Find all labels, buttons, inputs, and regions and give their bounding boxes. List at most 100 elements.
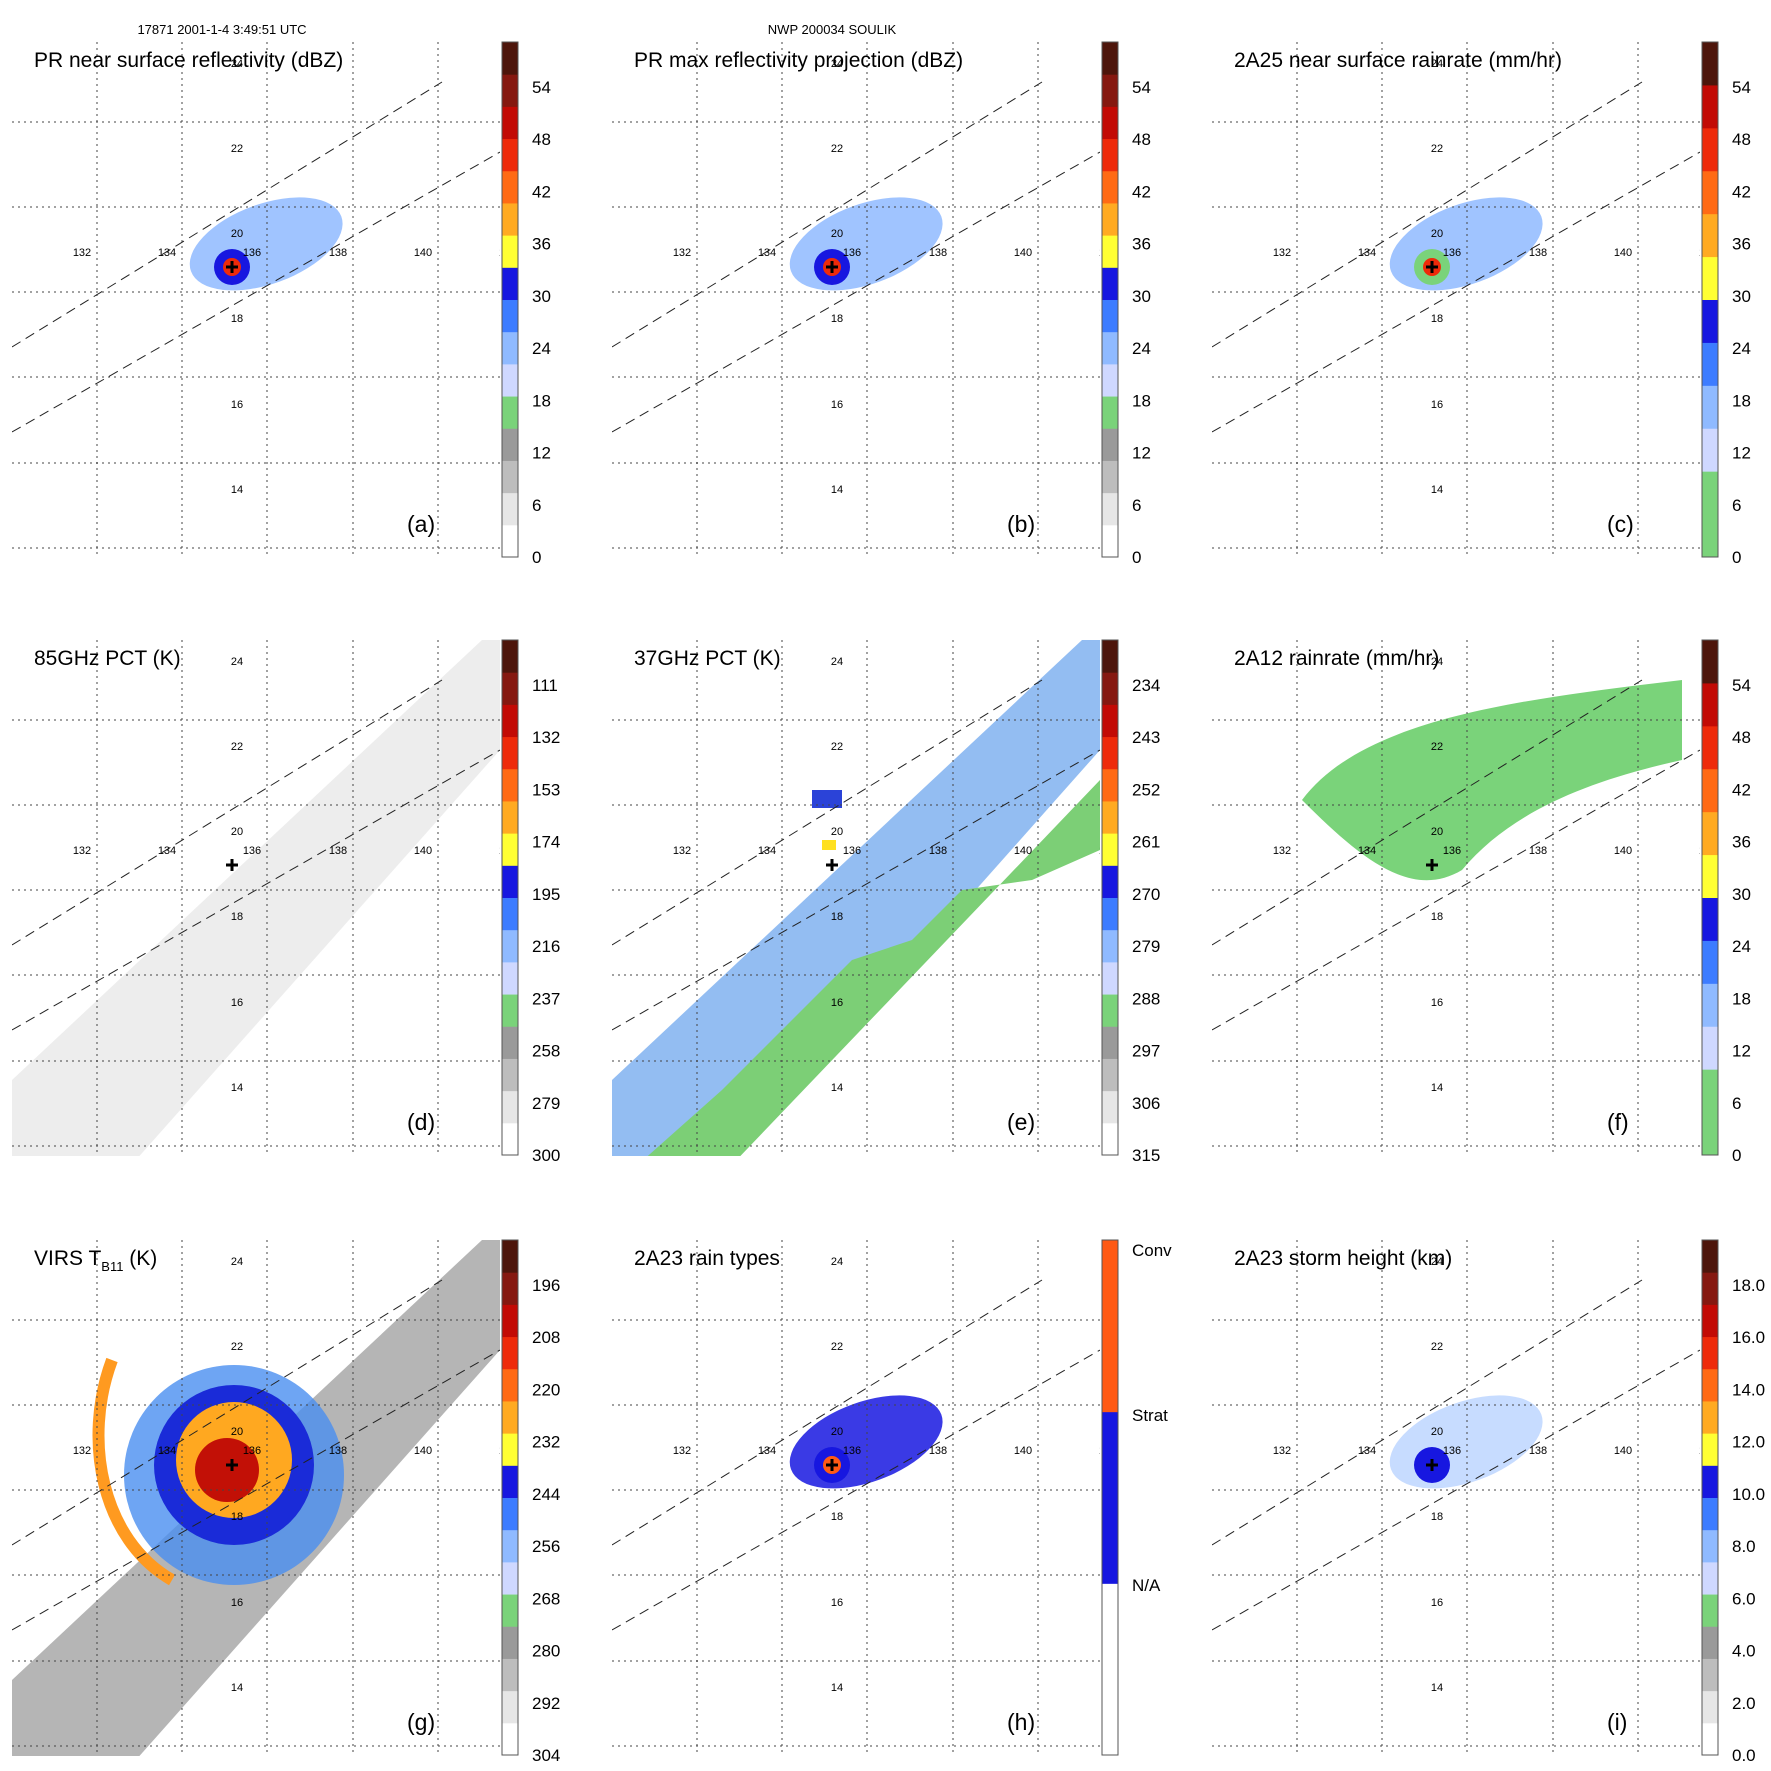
lat-label: 14 [831, 1682, 843, 1694]
colorbar-segment [1702, 725, 1718, 770]
colorbar-label: 111 [532, 676, 558, 695]
lat-label: 22 [231, 741, 243, 753]
colorbar-label: 216 [532, 937, 560, 956]
lat-label: 24 [231, 656, 243, 668]
colorbar-segment [1702, 1658, 1718, 1692]
colorbar-segment [1102, 299, 1118, 333]
colorbar-segment [1702, 1400, 1718, 1434]
lat-label: 18 [231, 911, 243, 923]
lon-label: 134 [758, 1445, 776, 1457]
storm-center-marker [226, 261, 238, 273]
swath-edge [612, 1279, 1043, 1546]
swath-edge [1212, 749, 1700, 1031]
lat-label: 24 [831, 58, 843, 70]
storm-center-marker [226, 1459, 238, 1471]
lon-label: 136 [843, 845, 861, 857]
colorbar-segment [502, 267, 518, 300]
colorbar-segment [1702, 1433, 1718, 1466]
colorbar-frame [1701, 1239, 1719, 1756]
colorbar-segment [502, 1690, 518, 1724]
colorbar-label: 232 [532, 1433, 560, 1452]
lon-label: 134 [1358, 1445, 1376, 1457]
lat-label: 22 [1431, 741, 1443, 753]
swath-edge [1212, 81, 1643, 348]
colorbar-label: 6 [1132, 496, 1141, 515]
lat-label: 18 [1431, 313, 1443, 325]
panel-h: 132 134 136 138 140 142 24 22 20 18 16 14 2A23 rain … [612, 1239, 1172, 1756]
lat-label: 16 [831, 1597, 843, 1609]
colorbar-segment [1102, 1090, 1118, 1124]
colorbar-label: 6 [532, 496, 541, 515]
lon-label: 136 [243, 247, 261, 259]
colorbar-label: 195 [532, 885, 560, 904]
lon-label: 136 [1443, 247, 1461, 259]
storm-center-marker [826, 859, 838, 871]
colorbar-label: 6 [1732, 1094, 1741, 1113]
lat-label: 22 [1431, 1341, 1443, 1353]
colorbar-label: 256 [532, 1537, 560, 1556]
lon-label: 132 [1273, 247, 1291, 259]
colorbar-label: 12 [1132, 444, 1151, 463]
colorbar-label: 220 [532, 1380, 560, 1399]
colorbar-segment [502, 1240, 518, 1273]
lat-label: 16 [1431, 399, 1443, 411]
swath-background [12, 640, 500, 1156]
storm-center-marker [826, 261, 838, 273]
colorbar-segment [1702, 854, 1718, 898]
colorbar-segment [502, 929, 518, 963]
colorbar-segment [1702, 1465, 1718, 1498]
rain-area [789, 197, 943, 291]
colorbar-segment [502, 897, 518, 931]
colorbar-segment [1102, 363, 1118, 397]
lon-label: 136 [243, 1445, 261, 1457]
colorbar-segment [1102, 138, 1118, 172]
colorbar-segment [502, 672, 518, 705]
storm-center-marker [1426, 261, 1438, 273]
colorbar-segment [1102, 897, 1118, 931]
lon-label: 132 [1273, 1445, 1291, 1457]
swath-edge [12, 679, 443, 946]
colorbar-segment [1102, 865, 1118, 898]
lon-label: 142 [499, 247, 517, 259]
colorbar-frame [501, 41, 519, 558]
swath-edge [612, 151, 1100, 433]
colorbar-segment [1702, 682, 1718, 727]
colorbar-label: 48 [1732, 130, 1751, 149]
colorbar-label: 6 [1732, 496, 1741, 515]
map-area: 132 134 136 138 140 142 24 22 20 18 16 14 [1212, 42, 1700, 558]
lat-label: 24 [831, 656, 843, 668]
colorbar-label: 36 [1732, 833, 1751, 852]
swath-edge [1212, 679, 1643, 946]
colorbar-frame [1701, 41, 1719, 558]
lat-label: 14 [831, 1082, 843, 1094]
lon-label: 134 [1358, 247, 1376, 259]
lon-label: 132 [73, 247, 91, 259]
rain-area [1389, 197, 1543, 291]
colorbar-label: 8.0 [1732, 1537, 1756, 1556]
colorbar-label: 36 [1132, 235, 1151, 254]
colorbar-label: 12.0 [1732, 1433, 1765, 1452]
colorbar-segment [1702, 471, 1718, 515]
panel-tag: (h) [1007, 1709, 1035, 1735]
colorbar-segment [1702, 811, 1718, 856]
swath-background [612, 640, 1100, 1156]
colorbar-segment [502, 74, 518, 107]
colorbar-segment [1702, 1626, 1718, 1659]
colorbar-label: 270 [1132, 885, 1160, 904]
lon-label: 134 [158, 1445, 176, 1457]
colorbar-segment [502, 170, 518, 204]
map-area: 132 134 136 138 140 142 24 22 20 18 16 14 [12, 42, 517, 558]
lat-label: 24 [1431, 58, 1443, 70]
panel-title: VIRS TB11 (K) [34, 1247, 157, 1274]
swath-edge [12, 1349, 500, 1631]
colorbar-segment [502, 768, 518, 802]
colorbar-segment [1702, 1690, 1718, 1724]
colorbar-segment [502, 492, 518, 526]
storm-center-marker [826, 1459, 838, 1471]
colorbar-segment [502, 1465, 518, 1498]
colorbar-label: 42 [1732, 182, 1751, 201]
colorbar-segment [1702, 1272, 1718, 1305]
colorbar-label: 18.0 [1732, 1276, 1765, 1295]
swath-edge [12, 1279, 443, 1546]
